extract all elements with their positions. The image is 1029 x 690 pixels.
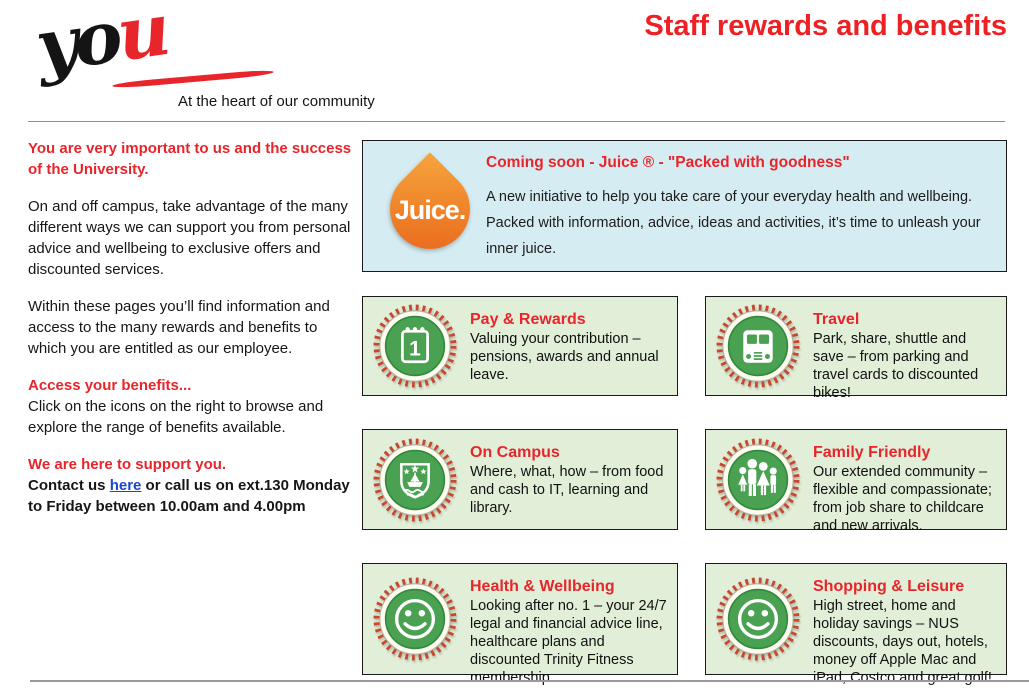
juice-droplet-logo: Juice.	[373, 152, 487, 266]
crest-badge-icon[interactable]	[373, 438, 457, 522]
card-body: Valuing your contribution – pensions, aw…	[470, 331, 659, 384]
logo-tagline: At the heart of our community	[178, 93, 375, 110]
card-title: Pay & Rewards	[470, 311, 586, 328]
card-text: Travel Park, share, shuttle and save – f…	[813, 303, 996, 403]
banner-text: Coming soon - Juice ® - "Packed with goo…	[486, 154, 994, 262]
logo-text-black: yo	[30, 0, 124, 89]
card-text: On Campus Where, what, how – from food a…	[470, 436, 667, 518]
intro-column: You are very important to us and the suc…	[28, 138, 353, 532]
access-benefits-text: Click on the icons on the right to brows…	[28, 397, 324, 437]
contact-suffix: or call us on ext.130 Monday to Friday b…	[28, 476, 350, 516]
card-title: Health & Wellbeing	[470, 578, 615, 595]
banner-heading: Coming soon - Juice ® - "Packed with goo…	[486, 154, 850, 171]
bottom-divider	[30, 680, 1029, 682]
header-divider	[28, 121, 1005, 122]
juice-coming-soon-banner: Juice. Coming soon - Juice ® - "Packed w…	[362, 140, 1007, 272]
card-health-wellbeing[interactable]: Health & Wellbeing Looking after no. 1 –…	[362, 563, 678, 686]
bus-badge-icon[interactable]	[716, 304, 800, 388]
benefit-cards-grid: 1 Pay & Rewards Valuing your contributio…	[362, 296, 1007, 686]
card-pay-rewards[interactable]: 1 Pay & Rewards Valuing your contributio…	[362, 296, 678, 396]
you-logo: you	[30, 0, 172, 89]
card-text: Shopping & Leisure High street, home and…	[813, 570, 996, 688]
page-title: Staff rewards and benefits	[644, 10, 1007, 42]
intro-paragraph-2: Within these pages you’ll find informati…	[28, 297, 330, 358]
card-title: Shopping & Leisure	[813, 578, 965, 595]
card-family-friendly[interactable]: Family Friendly Our extended community –…	[705, 429, 1007, 534]
benefits-panel: Juice. Coming soon - Juice ® - "Packed w…	[362, 140, 1007, 686]
card-body: High street, home and holiday savings – …	[813, 598, 992, 687]
intro-heading: You are very important to us and the suc…	[28, 140, 352, 179]
smiley-badge-icon[interactable]	[373, 577, 457, 661]
contact-text: Contact us here or call us on ext.130 Mo…	[28, 475, 353, 518]
card-body: Looking after no. 1 – your 24/7 legal an…	[470, 598, 667, 687]
card-body: Our extended community – flexible and co…	[813, 464, 992, 535]
contact-prefix: Contact us	[28, 476, 110, 494]
card-text: Pay & Rewards Valuing your contribution …	[470, 303, 667, 385]
card-shopping-leisure[interactable]: Shopping & Leisure High street, home and…	[705, 563, 1007, 686]
card-body: Where, what, how – from food and cash to…	[470, 464, 664, 517]
banner-body: A new initiative to help you take care o…	[486, 189, 981, 257]
juice-logo-label: Juice.	[394, 195, 467, 225]
card-on-campus[interactable]: On Campus Where, what, how – from food a…	[362, 429, 678, 530]
card-body: Park, share, shuttle and save – from par…	[813, 331, 979, 402]
card-title: On Campus	[470, 444, 560, 461]
access-benefits-heading: Access your benefits...	[28, 376, 192, 394]
card-title: Family Friendly	[813, 444, 931, 461]
card-text: Health & Wellbeing Looking after no. 1 –…	[470, 570, 667, 688]
family-badge-icon[interactable]	[716, 438, 800, 522]
card-text: Family Friendly Our extended community –…	[813, 436, 996, 536]
support-heading: We are here to support you.	[28, 455, 227, 473]
smiley-badge-icon[interactable]	[716, 577, 800, 661]
contact-here-link[interactable]: here	[109, 476, 142, 494]
card-title: Travel	[813, 311, 860, 328]
calendar-number: 1	[409, 337, 421, 360]
calendar-badge-icon[interactable]: 1	[373, 304, 457, 388]
intro-paragraph-1: On and off campus, take advantage of the…	[28, 197, 351, 279]
card-travel[interactable]: Travel Park, share, shuttle and save – f…	[705, 296, 1007, 401]
